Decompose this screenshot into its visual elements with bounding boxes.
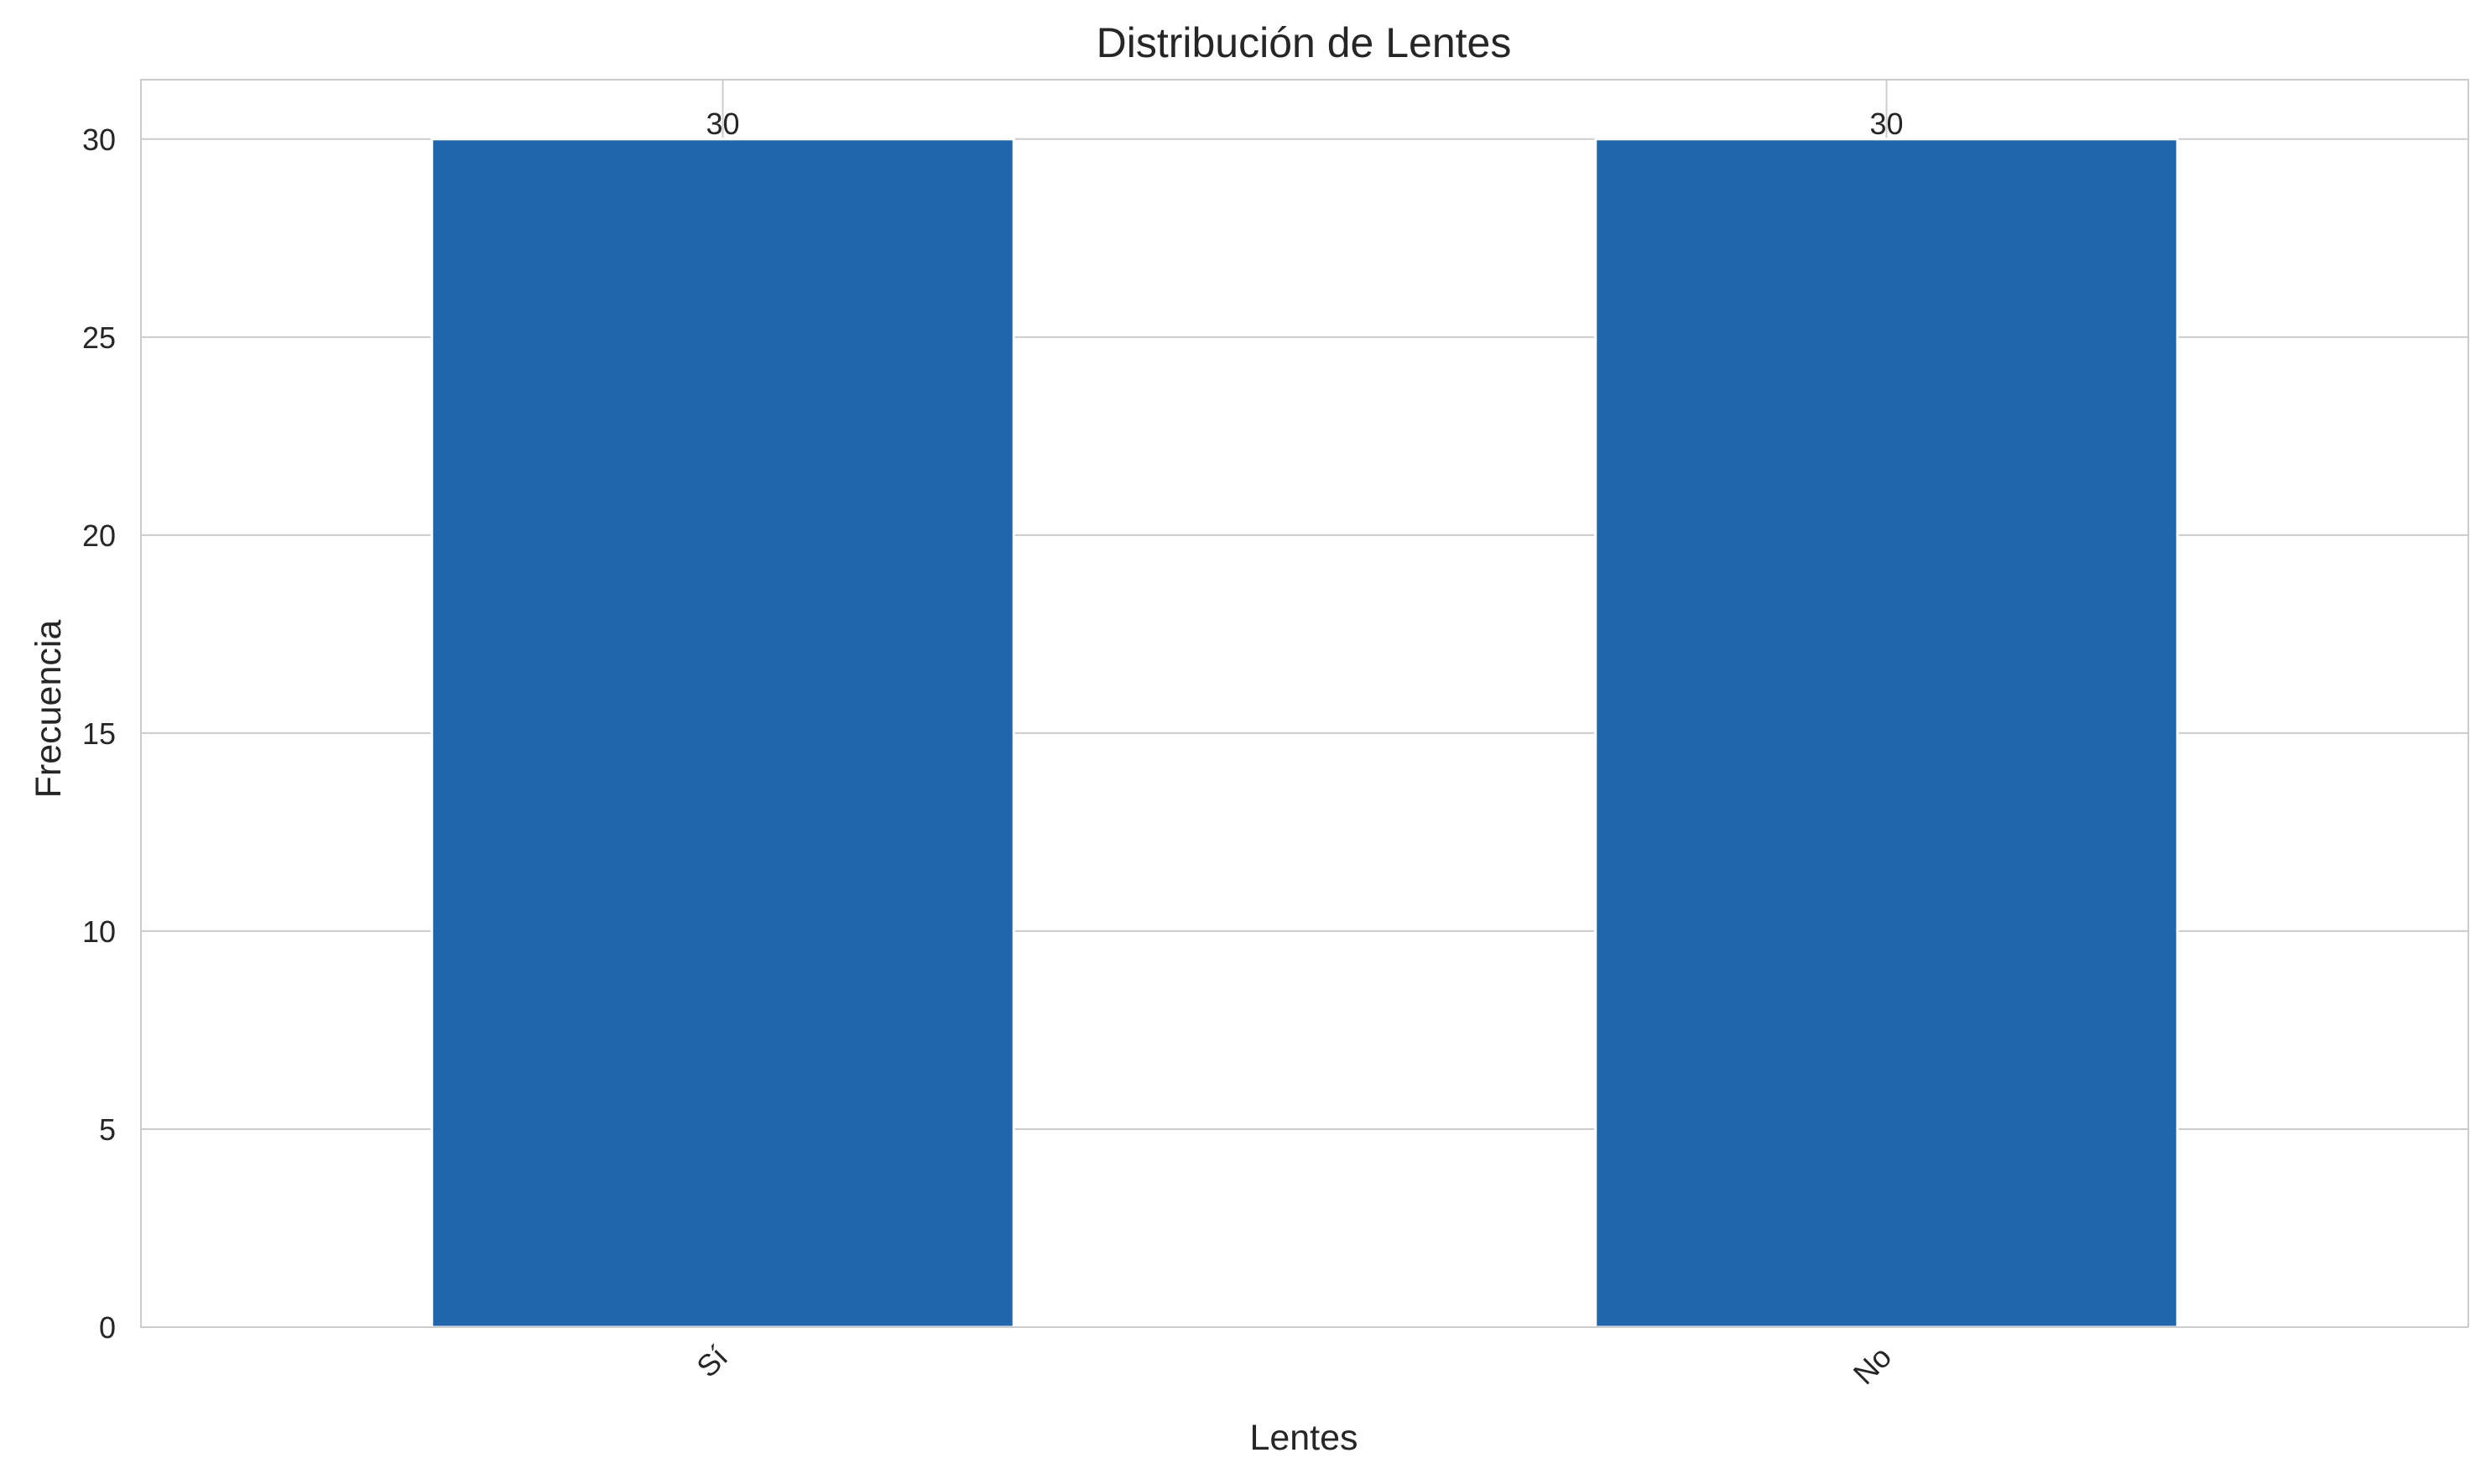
y-tick-labels: 0 5 10 15 20 25 30 [82, 122, 116, 1345]
data-labels: 30 30 [706, 107, 1903, 141]
bar-si [430, 138, 1015, 1329]
y-tick-label: 10 [82, 914, 116, 949]
y-axis-label: Frecuencia [29, 620, 69, 799]
y-tick-label: 5 [99, 1112, 116, 1147]
y-tick-label: 20 [82, 518, 116, 553]
plot-frame [140, 79, 2469, 1328]
bar-no [1594, 138, 2179, 1329]
y-tick-label: 15 [82, 716, 116, 751]
bar-value-label: 30 [1869, 107, 1903, 141]
x-axis-label: Lentes [1249, 1418, 1358, 1458]
y-tick-label: 30 [82, 122, 116, 157]
y-tick-label: 25 [82, 320, 116, 355]
bar-value-label: 30 [706, 107, 739, 141]
bars [430, 138, 2179, 1329]
y-tick-label: 0 [99, 1310, 116, 1345]
chart-title: Distribución de Lentes [1097, 19, 1512, 66]
